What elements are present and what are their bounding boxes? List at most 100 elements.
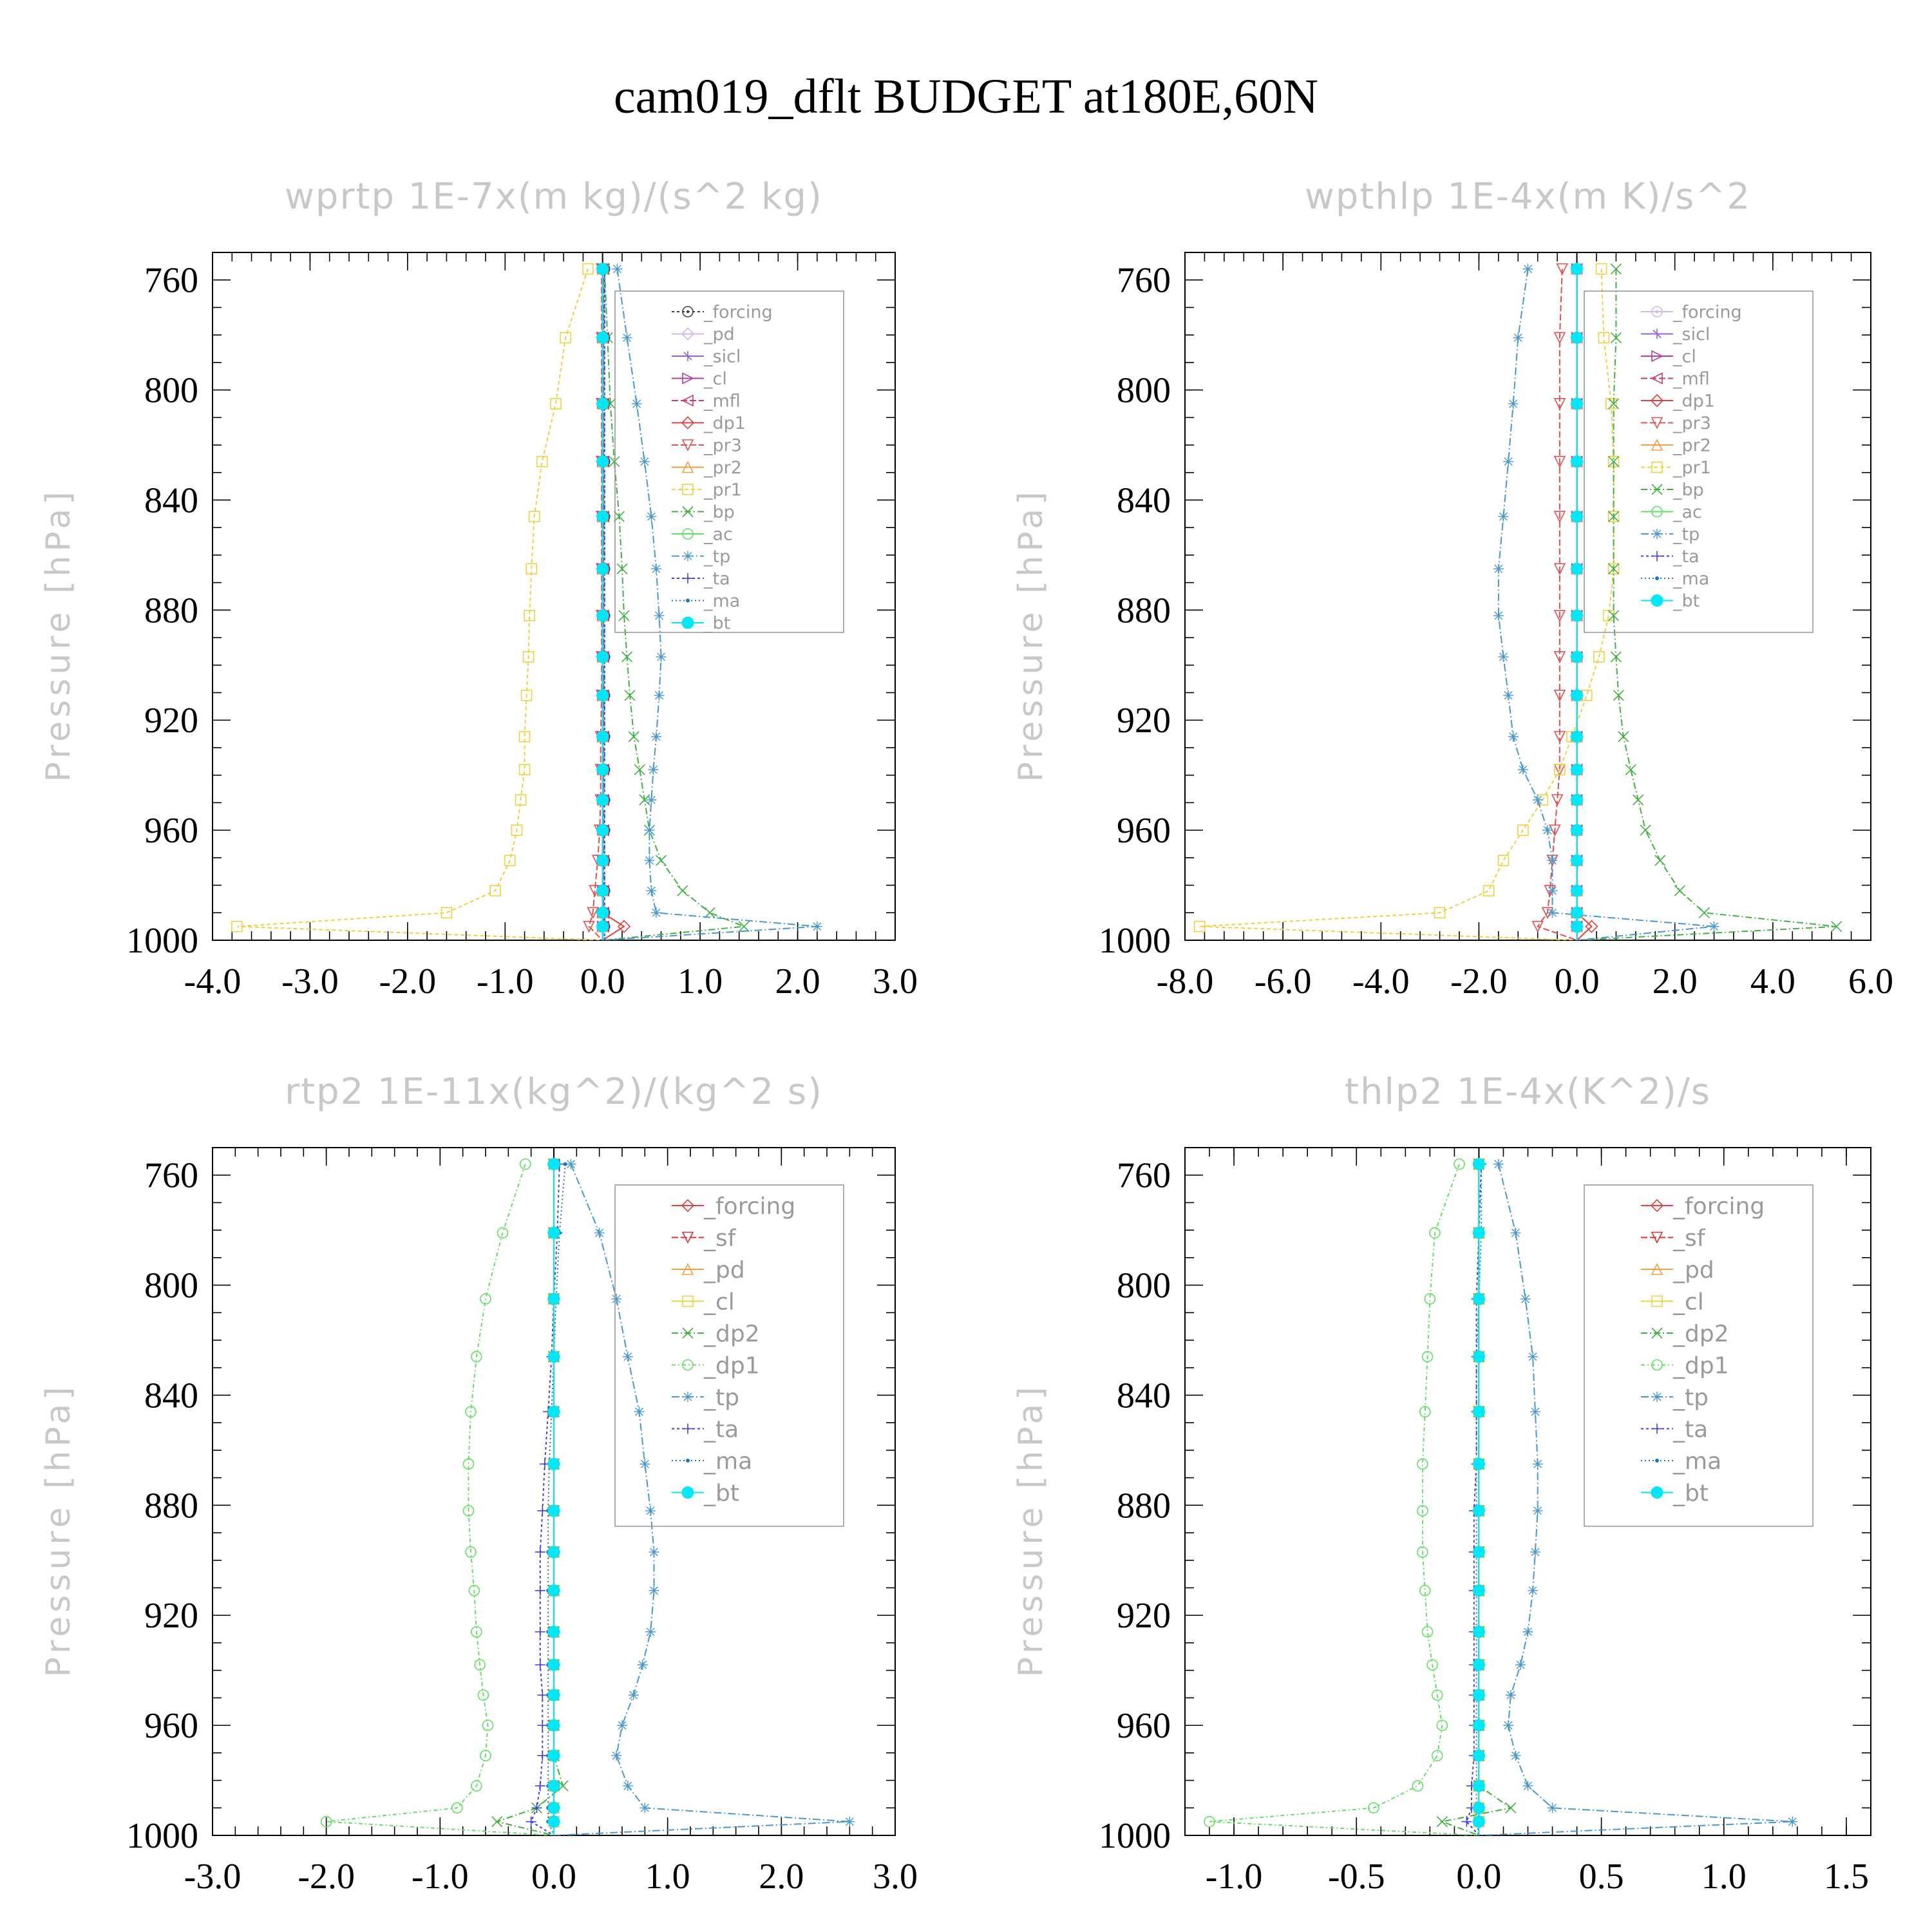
legend-item: _ac <box>672 525 733 545</box>
data-point <box>482 1719 494 1731</box>
data-point <box>320 1815 332 1828</box>
data-point <box>596 263 609 276</box>
legend-item: _dp1 <box>1641 392 1715 412</box>
y-tick-label: 1000 <box>1099 1816 1171 1856</box>
data-point <box>1595 263 1607 275</box>
series-dp1 <box>320 1158 554 1835</box>
data-point <box>844 1816 855 1827</box>
data-point <box>645 1505 656 1516</box>
data-point <box>582 263 594 275</box>
data-point <box>518 731 531 743</box>
legend-marker <box>686 1459 690 1463</box>
data-point <box>1204 1815 1215 1828</box>
data-point <box>1412 1780 1424 1792</box>
legend-marker <box>683 351 693 361</box>
data-point <box>547 1350 560 1363</box>
legend-label: _pr3 <box>1672 413 1711 433</box>
legend-marker <box>1651 350 1663 363</box>
data-point <box>1571 397 1584 410</box>
plot-frame <box>1184 252 1871 941</box>
y-tick-label: 920 <box>1117 701 1171 741</box>
data-point <box>471 1626 482 1638</box>
data-point <box>1472 1801 1485 1814</box>
data-point <box>1618 731 1629 743</box>
data-point <box>1551 794 1564 806</box>
legend-item: _cl <box>1641 347 1696 367</box>
series-line <box>588 269 603 940</box>
data-point <box>537 1750 548 1761</box>
data-point <box>1472 1350 1485 1363</box>
data-point <box>1571 609 1584 622</box>
series-line <box>1577 269 1837 940</box>
y-tick-label: 880 <box>1117 591 1171 630</box>
data-point <box>1528 1351 1539 1362</box>
data-point <box>535 1660 545 1671</box>
y-tick-label: 800 <box>1117 1266 1171 1306</box>
data-point <box>634 764 645 775</box>
data-point <box>609 456 620 468</box>
legend-marker <box>681 327 695 341</box>
legend-label: _pr1 <box>703 480 742 500</box>
data-point <box>1528 1585 1539 1596</box>
legend-label: _bt <box>1672 1480 1709 1506</box>
data-point <box>628 1690 639 1701</box>
y-tick-label: 960 <box>144 811 198 851</box>
x-tick-label: 1.0 <box>1701 1857 1747 1897</box>
legend-item: _ma <box>1641 569 1709 589</box>
legend-item: _ma <box>672 1448 752 1475</box>
legend-marker <box>1652 529 1662 539</box>
y-tick-label: 1000 <box>126 921 198 961</box>
plot-frame <box>212 252 896 941</box>
legend-marker <box>686 598 690 603</box>
data-point <box>596 906 609 919</box>
legend-marker <box>683 1423 693 1434</box>
x-tick-label: -1.0 <box>1206 1857 1263 1897</box>
figure-title: cam019_dflt BUDGET at180E,60N <box>614 70 1318 124</box>
legend-box <box>614 290 844 633</box>
data-point <box>1571 906 1584 919</box>
legend-marker <box>1651 417 1663 430</box>
data-point <box>1424 1293 1436 1305</box>
data-point <box>612 263 623 274</box>
data-point <box>491 1816 503 1828</box>
series-line <box>1537 269 1577 940</box>
series-line <box>547 1164 566 1835</box>
data-point <box>535 1546 545 1557</box>
data-point <box>1510 1750 1521 1761</box>
data-point <box>462 1458 475 1470</box>
legend-marker <box>1651 1327 1663 1339</box>
legend-item: _dp2 <box>672 1321 760 1347</box>
data-point <box>1709 921 1719 932</box>
data-point <box>537 1720 548 1731</box>
data-point <box>1520 1293 1531 1304</box>
x-tick-label: 0.0 <box>531 1857 576 1897</box>
legend-item: _forcing <box>672 1193 795 1220</box>
data-point <box>1454 1158 1465 1170</box>
legend-marker <box>681 616 694 629</box>
data-point <box>1515 1660 1526 1671</box>
legend-marker <box>1651 1295 1663 1307</box>
data-point <box>1472 1504 1485 1517</box>
y-tick-label: 840 <box>1117 1376 1171 1416</box>
data-point <box>651 564 661 574</box>
data-point <box>646 795 657 806</box>
data-point <box>550 398 562 410</box>
data-point <box>531 1803 542 1814</box>
legend-item: _bp <box>672 502 735 522</box>
data-point <box>617 920 631 933</box>
legend-marker <box>682 1359 694 1371</box>
data-point <box>1553 731 1566 743</box>
x-tick-label: -4.0 <box>184 961 242 1001</box>
legend-item: _ta <box>1641 547 1700 567</box>
data-point <box>1610 263 1622 275</box>
legend-marker <box>681 1198 695 1213</box>
series-line <box>601 269 625 940</box>
data-point <box>596 854 609 867</box>
legend-item: _pr2 <box>1641 436 1711 456</box>
data-point <box>644 825 655 836</box>
legend-item: _mfl <box>1641 369 1710 389</box>
data-point <box>1640 824 1651 836</box>
y-tick-label: 760 <box>144 1156 198 1196</box>
panel-title: wprtp 1E-7x(m kg)/(s^2 kg) <box>285 176 823 218</box>
x-tick-label: 6.0 <box>1848 961 1893 1001</box>
